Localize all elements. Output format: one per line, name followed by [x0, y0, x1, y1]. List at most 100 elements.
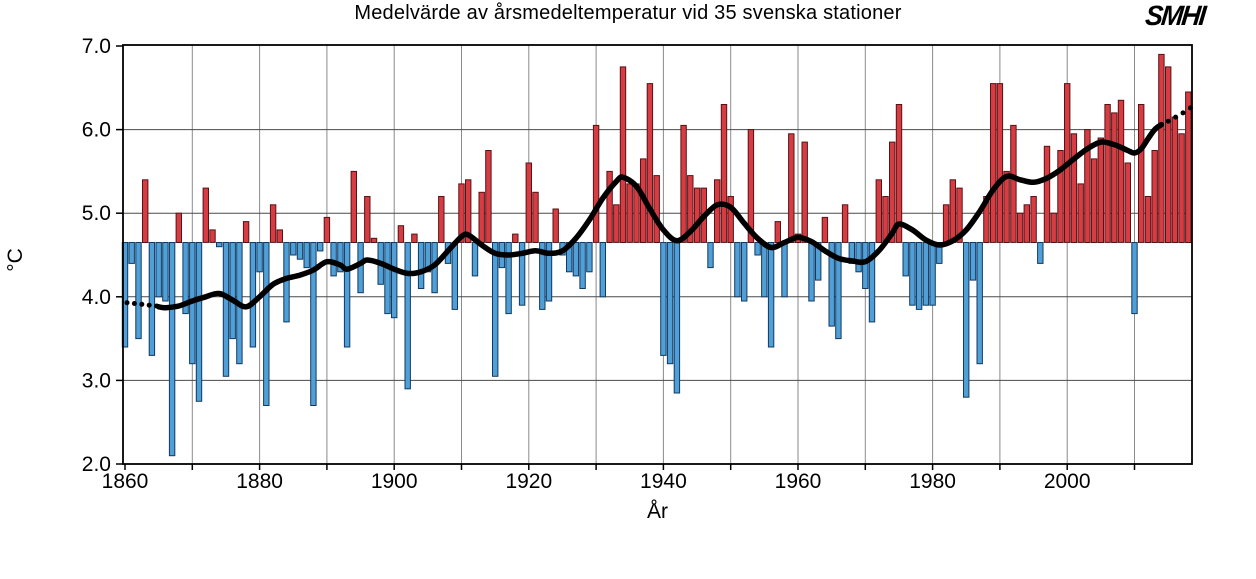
bar-1961	[801, 141, 808, 243]
bar-1934	[619, 66, 627, 244]
bar-1954	[754, 242, 761, 256]
bar-1941	[666, 242, 674, 365]
y-tick-label-7.0: 7.0	[82, 35, 111, 58]
chart-title: Medelvärde av årsmedeltemperatur vid 35 …	[354, 2, 902, 24]
bar-2009	[1124, 162, 1131, 243]
bar-1944	[687, 175, 694, 244]
bar-1901	[397, 225, 405, 243]
bar-1958	[781, 242, 788, 298]
x-tick-label-1860: 1860	[102, 470, 149, 493]
bar-1985	[963, 242, 970, 398]
bar-1924	[552, 208, 559, 243]
bar-1982	[942, 204, 950, 243]
bar-1997	[1043, 145, 1051, 243]
bar-1879	[249, 242, 257, 348]
bar-2017	[1178, 133, 1185, 243]
trend-dot	[131, 301, 137, 306]
bar-1919	[518, 242, 526, 306]
y-tick-label-5.0: 5.0	[82, 202, 111, 225]
bar-1911	[465, 179, 472, 244]
bar-1942	[673, 242, 681, 394]
bar-1974	[889, 141, 896, 243]
plot-frame	[122, 44, 1193, 465]
x-tick-label-1940: 1940	[640, 470, 687, 493]
bar-1940	[660, 242, 667, 356]
bar-1915	[492, 242, 499, 377]
bar-1921	[532, 191, 539, 244]
axis-ticks-and-labels: 1860 1880 1900 1920 1940 1960 1980 2000 2.0 3.0 4.…	[82, 35, 1136, 493]
bar-1885	[290, 242, 297, 256]
bar-1999	[1057, 150, 1064, 243]
bar-1953	[747, 129, 755, 244]
bar-1892	[337, 242, 344, 273]
bar-1996	[1037, 242, 1044, 264]
x-tick-label-2000: 2000	[1044, 470, 1091, 493]
bar-1917	[505, 242, 512, 315]
bar-1951	[734, 242, 741, 298]
bar-1868	[175, 212, 183, 243]
bar-2005	[1097, 137, 1104, 243]
bar-1896	[364, 196, 371, 243]
bar-1935	[626, 183, 633, 243]
y-tick-label-3.0: 3.0	[82, 369, 111, 392]
bar-1927	[572, 242, 580, 277]
bar-1864	[148, 242, 156, 356]
bar-1962	[808, 242, 815, 302]
bar-1920	[525, 162, 532, 243]
bar-1993	[1016, 212, 1024, 243]
bar-1963	[815, 242, 822, 281]
bar-1964	[821, 216, 829, 243]
bar-2010	[1131, 242, 1138, 315]
bar-1902	[404, 242, 411, 390]
bar-1876	[229, 242, 236, 340]
bar-1939	[653, 175, 660, 244]
bar-1875	[222, 242, 230, 377]
bar-1970	[862, 242, 869, 289]
bar-1922	[539, 242, 546, 310]
bar-1894	[350, 170, 358, 243]
bar-1930	[592, 124, 600, 243]
bar-1897	[370, 237, 378, 244]
x-tick-label-1980: 1980	[909, 470, 956, 493]
bar-1972	[875, 179, 882, 244]
bar-2003	[1084, 129, 1091, 244]
bar-1873	[209, 229, 216, 243]
bar-2012	[1144, 196, 1152, 243]
bar-2013	[1151, 150, 1158, 243]
bar-1861	[128, 242, 135, 264]
bar-1863	[142, 179, 149, 244]
bar-1903	[411, 233, 418, 244]
x-tick-label-1920: 1920	[505, 470, 552, 493]
bar-1971	[868, 242, 876, 323]
trend-dot	[146, 302, 152, 308]
bar-1871	[195, 242, 203, 402]
bar-1887	[303, 242, 310, 269]
bar-1979	[922, 242, 930, 306]
trend-dot	[1180, 110, 1186, 116]
bar-1890	[323, 216, 331, 243]
bar-1990	[996, 83, 1004, 243]
bar-1869	[182, 242, 189, 315]
bar-1928	[579, 242, 586, 289]
trend-dot	[124, 300, 130, 306]
bar-1931	[599, 242, 606, 298]
bar-1872	[202, 187, 210, 243]
bar-1867	[168, 242, 176, 457]
temperature-bars	[121, 53, 1192, 457]
bar-1966	[835, 242, 842, 340]
bar-1965	[828, 242, 835, 327]
bar-1952	[741, 242, 748, 302]
bar-1955	[761, 242, 768, 298]
bar-1980	[929, 242, 936, 306]
bar-1967	[841, 204, 849, 243]
bar-1929	[586, 242, 593, 273]
bar-2015	[1165, 66, 1172, 244]
bar-1914	[485, 150, 492, 243]
bar-1975	[895, 104, 903, 243]
bar-1893	[343, 242, 351, 348]
trend-dot	[154, 303, 160, 309]
bar-2011	[1138, 104, 1145, 243]
trend-dot	[1173, 114, 1179, 120]
